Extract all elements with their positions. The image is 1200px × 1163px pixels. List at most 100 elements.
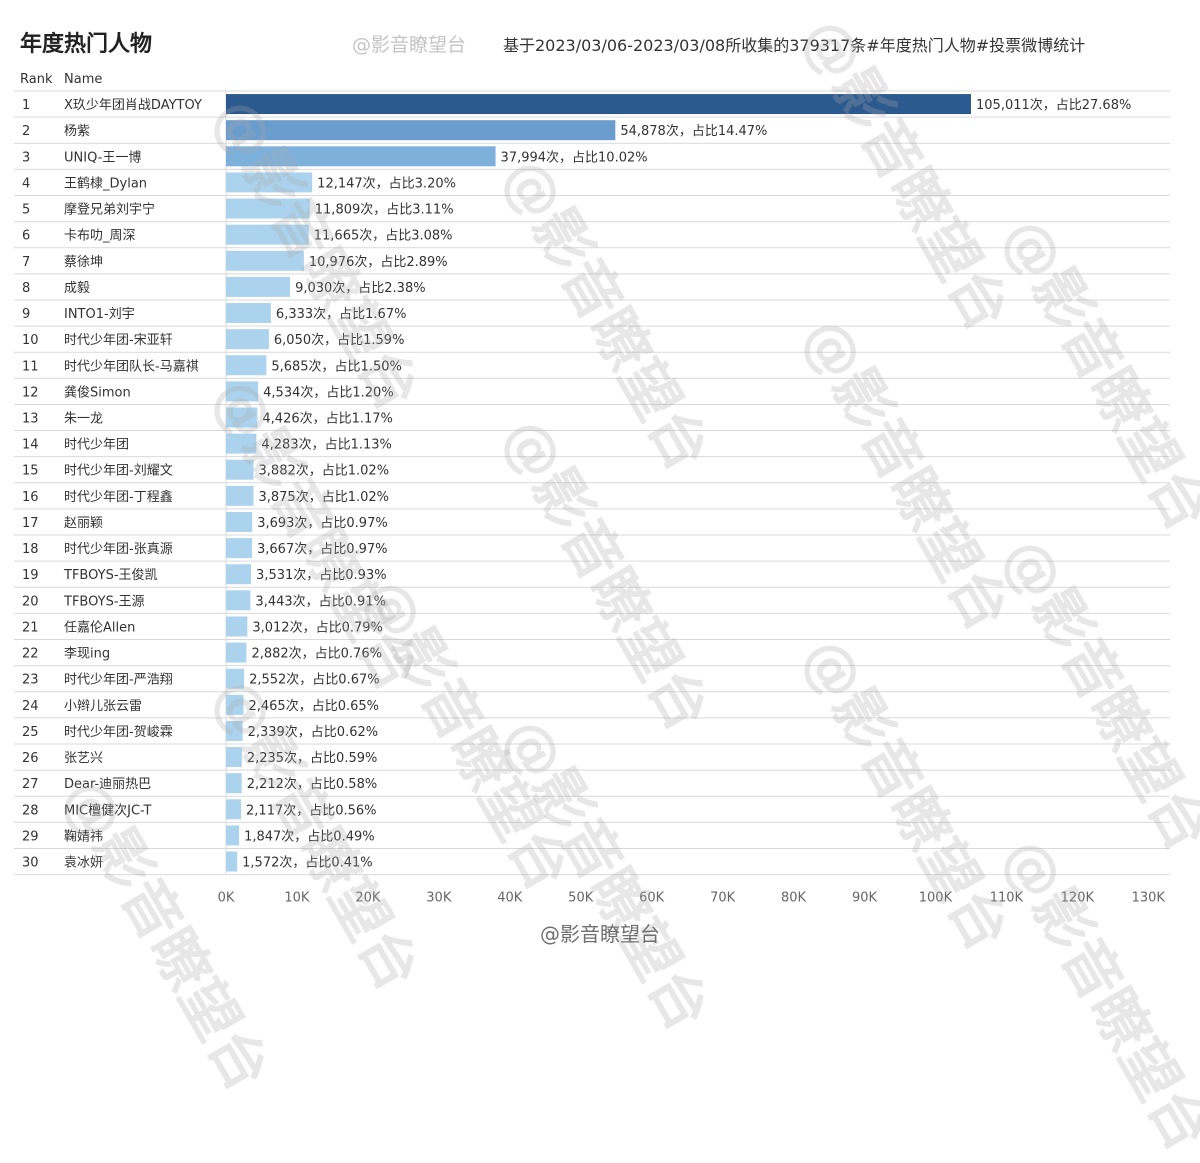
data-label: 4,426次，占比1.17% (262, 411, 393, 427)
name-label: 鞠婧祎 (64, 829, 103, 844)
rank-label: 6 (22, 229, 30, 244)
footer-handle: @影音瞭望台 (540, 922, 660, 946)
bar (226, 538, 253, 559)
name-label: 杨紫 (64, 124, 90, 139)
data-label: 1,572次，占比0.41% (242, 855, 373, 871)
data-label: 2,117次，占比0.56% (246, 802, 377, 818)
data-label: 2,212次，占比0.58% (247, 776, 378, 792)
bar (226, 564, 252, 585)
rank-label: 23 (22, 673, 39, 688)
rank-label: 8 (22, 281, 30, 296)
name-label: 赵丽颖 (64, 516, 103, 531)
x-tick-label: 20K (355, 891, 381, 906)
data-label: 1,847次，占比0.49% (244, 828, 375, 844)
rank-label: 10 (22, 333, 39, 348)
name-label: 时代少年团-刘耀文 (64, 464, 173, 479)
rank-label: 7 (22, 255, 30, 270)
rank-label: 19 (22, 568, 39, 583)
x-tick-label: 70K (710, 891, 736, 906)
x-tick-label: 100K (919, 891, 953, 906)
bar (226, 773, 242, 794)
rank-label: 12 (22, 385, 39, 400)
data-label: 54,878次，占比14.47% (620, 123, 767, 139)
data-label: 3,012次，占比0.79% (252, 619, 383, 635)
bar (226, 146, 496, 167)
data-label: 3,531次，占比0.93% (256, 567, 387, 583)
name-label: 朱一龙 (64, 412, 103, 427)
x-tick-label: 30K (426, 891, 452, 906)
rank-label: 13 (22, 412, 39, 427)
x-tick-label: 120K (1061, 891, 1095, 906)
rank-label: 18 (22, 542, 39, 557)
name-column-header: Name (64, 72, 103, 87)
name-label: 龚俊Simon (64, 385, 131, 400)
data-label: 6,050次，占比1.59% (274, 332, 405, 348)
bar (226, 381, 259, 402)
data-label: 11,809次，占比3.11% (315, 202, 454, 218)
x-tick-label: 90K (852, 891, 878, 906)
data-label: 12,147次，占比3.20% (317, 175, 456, 191)
data-label: 6,333次，占比1.67% (276, 306, 407, 322)
name-label: 时代少年团-严浩翔 (64, 673, 173, 688)
data-label: 3,693次，占比0.97% (257, 515, 388, 531)
data-label: 2,882次，占比0.76% (251, 646, 382, 662)
name-label: 王鹤棣_Dylan (64, 175, 147, 191)
data-label: 2,339次，占比0.62% (248, 724, 379, 740)
chart-title: 年度热门人物 (20, 32, 153, 57)
name-label: 时代少年团-宋亚轩 (64, 333, 173, 348)
bar (226, 224, 309, 245)
x-tick-label: 60K (639, 891, 665, 906)
bar (226, 590, 251, 611)
rank-label: 29 (22, 829, 39, 844)
rank-label: 5 (22, 203, 30, 218)
bar (226, 303, 271, 324)
rank-label: 17 (22, 516, 39, 531)
rank-label: 1 (22, 98, 30, 113)
bar (226, 694, 244, 715)
name-label: 时代少年团-贺峻霖 (64, 724, 173, 740)
data-label: 105,011次，占比27.68% (976, 97, 1131, 113)
rank-label: 28 (22, 803, 39, 818)
rank-label: 21 (22, 620, 39, 635)
rank-label: 16 (22, 490, 39, 505)
data-label: 5,685次，占比1.50% (271, 358, 402, 374)
rank-label: 25 (22, 725, 39, 740)
name-label: 时代少年团 (64, 438, 129, 453)
bar (226, 511, 253, 532)
data-label: 2,552次，占比0.67% (249, 672, 380, 688)
name-label: MIC檀健次JC-T (64, 802, 152, 818)
name-label: TFBOYS-王俊凯 (63, 568, 158, 583)
name-label: 张艺兴 (64, 751, 103, 766)
x-tick-label: 80K (781, 891, 807, 906)
name-label: INTO1-刘宇 (64, 307, 135, 322)
bar (226, 642, 247, 663)
bar (226, 459, 254, 480)
rank-label: 4 (22, 176, 30, 191)
bar (226, 329, 269, 350)
bar-chart: 1 X玖少年团肖战DAYTOY 105,011次，占比27.68% 2 杨紫 54,878… (14, 90, 1170, 906)
name-label: 卡布叻_周深 (64, 229, 136, 244)
data-label: 37,994次，占比10.02% (501, 149, 648, 165)
rank-label: 27 (22, 777, 39, 792)
bar (226, 668, 245, 689)
bar (226, 276, 291, 297)
data-label: 4,534次，占比1.20% (263, 384, 394, 400)
rank-label: 15 (22, 464, 39, 479)
name-label: X玖少年团肖战DAYTOY (64, 97, 202, 113)
bar (226, 851, 238, 872)
x-tick-label: 130K (1132, 891, 1166, 906)
name-label: 成毅 (64, 280, 90, 296)
rank-label: 26 (22, 751, 39, 766)
rank-label: 20 (22, 594, 39, 609)
bar (226, 433, 257, 454)
rank-label: 11 (22, 359, 39, 374)
data-label: 4,283次，占比1.13% (261, 437, 392, 453)
chart-subtitle: 基于2023/03/06-2023/03/08所收集的379317条#年度热门人… (503, 36, 1086, 55)
data-label: 11,665次，占比3.08% (314, 228, 453, 244)
data-label: 10,976次，占比2.89% (309, 254, 448, 270)
rank-label: 14 (22, 438, 39, 453)
bar (226, 747, 242, 768)
bar (226, 250, 304, 271)
rank-label: 30 (22, 856, 39, 871)
rank-label: 24 (22, 699, 39, 714)
